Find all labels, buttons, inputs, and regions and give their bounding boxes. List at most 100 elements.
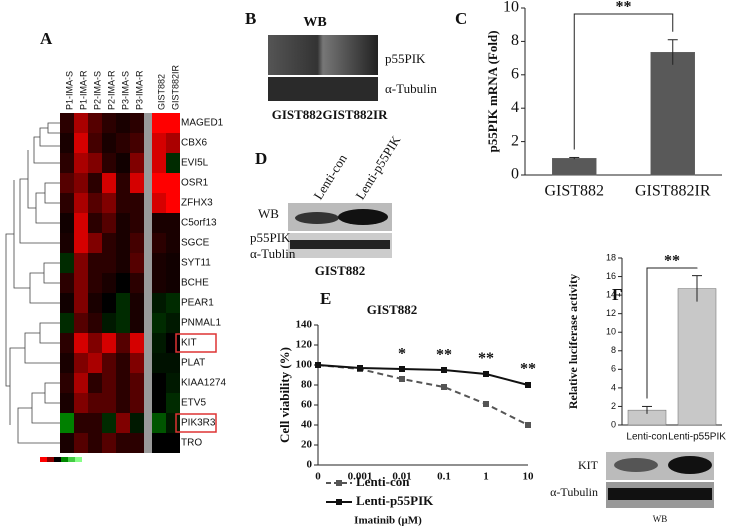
heatmap-cell xyxy=(60,113,74,133)
panel-letter: E xyxy=(320,289,331,308)
heatmap-cell xyxy=(166,193,180,213)
highlight-box xyxy=(175,413,217,433)
legend-label: Lenti-con xyxy=(356,474,410,489)
row-label: ETV5 xyxy=(181,398,206,409)
heatmap-cell xyxy=(74,233,88,253)
heatmap-cell xyxy=(152,393,166,413)
x-tick-label: 10 xyxy=(523,471,535,483)
row-label: PEAR1 xyxy=(181,298,214,309)
heatmap-cell xyxy=(74,113,88,133)
heatmap-cell xyxy=(166,313,180,333)
heatmap-cell xyxy=(88,133,102,153)
heatmap-cell xyxy=(102,173,116,193)
band-label: α-Tubulin xyxy=(385,81,437,96)
y-tick-label: 140 xyxy=(296,319,313,331)
column-label: P1-IMA-R xyxy=(78,70,88,110)
heatmap-cell xyxy=(88,333,102,353)
heatmap-cell xyxy=(74,273,88,293)
heatmap-cell xyxy=(166,373,180,393)
y-tick-label: 12 xyxy=(606,308,616,318)
heatmap-cell xyxy=(130,313,144,333)
heatmap-cell xyxy=(102,193,116,213)
heatmap-cell xyxy=(60,333,74,353)
heatmap-cell xyxy=(60,193,74,213)
row-label: BCHE xyxy=(181,278,209,289)
heatmap-cell xyxy=(88,113,102,133)
heatmap-cell xyxy=(130,293,144,313)
y-tick-label: 8 xyxy=(511,32,519,49)
color-scale xyxy=(40,457,82,462)
heatmap-cell xyxy=(60,233,74,253)
heatmap-cell xyxy=(116,113,130,133)
heatmap-cell xyxy=(60,433,74,453)
heatmap-cell xyxy=(166,433,180,453)
row-label: PLAT xyxy=(181,358,205,369)
heatmap-cell xyxy=(130,333,144,353)
column-label: P3-IMA-S xyxy=(120,71,130,110)
heatmap-cell xyxy=(60,293,74,313)
y-tick-label: 6 xyxy=(511,65,519,82)
heatmap-cell xyxy=(88,293,102,313)
heatmap-cell xyxy=(130,253,144,273)
heatmap-cell xyxy=(116,153,130,173)
heatmap-cell xyxy=(116,393,130,413)
heatmap-cell xyxy=(130,273,144,293)
heatmap-cell xyxy=(116,273,130,293)
heatmap-cell xyxy=(116,433,130,453)
y-tick-label: 18 xyxy=(606,252,616,262)
marker xyxy=(483,371,489,377)
x-tick-label: 1 xyxy=(483,471,489,483)
heatmap-cell xyxy=(102,333,116,353)
panel-letter: B xyxy=(245,9,256,28)
heatmap-cell xyxy=(116,353,130,373)
heatmap-cell xyxy=(166,153,180,173)
panel-letter: A xyxy=(40,29,53,48)
y-tick-label: 10 xyxy=(606,327,616,337)
marker xyxy=(525,382,531,388)
heatmap-cell xyxy=(60,313,74,333)
marker xyxy=(483,401,489,407)
row-label: CBX6 xyxy=(181,138,208,149)
heatmap-cell xyxy=(74,393,88,413)
heatmap-cell xyxy=(74,353,88,373)
y-tick-label: 16 xyxy=(606,271,616,281)
heatmap-cell xyxy=(88,213,102,233)
bar xyxy=(552,158,597,176)
column-label: P3-IMA-R xyxy=(134,70,144,110)
heatmap-cell xyxy=(152,413,166,433)
significance-bracket xyxy=(646,267,698,399)
y-tick-label: 8 xyxy=(611,345,616,355)
heatmap-cell xyxy=(88,193,102,213)
heatmap-cell xyxy=(102,433,116,453)
method-label: WB xyxy=(653,514,668,524)
y-tick-label: 120 xyxy=(296,339,313,351)
x-tick-label: GIST882IR xyxy=(635,183,711,200)
marker xyxy=(525,422,531,428)
heatmap-cell xyxy=(130,173,144,193)
heatmap-cell xyxy=(166,333,180,353)
y-tick-label: 80 xyxy=(301,379,313,391)
heatmap-cell xyxy=(130,353,144,373)
heatmap-cell xyxy=(166,133,180,153)
x-tick-label: Lenti-p55PIK xyxy=(668,432,726,443)
heatmap-cell xyxy=(88,313,102,333)
heatmap-cell xyxy=(102,133,116,153)
heatmap-cell xyxy=(130,113,144,133)
column-label: P2-IMA-S xyxy=(92,71,102,110)
blot-f xyxy=(606,452,714,508)
y-axis-label: Relative luciferase activity xyxy=(566,274,580,409)
heatmap-cell xyxy=(152,353,166,373)
heatmap-cell xyxy=(116,373,130,393)
band-label: p55PIK xyxy=(250,230,291,245)
x-tick-label: 0.1 xyxy=(437,471,451,483)
heatmap-cell xyxy=(74,313,88,333)
heatmap-cell xyxy=(116,233,130,253)
row-label: MAGED1 xyxy=(181,118,224,129)
heatmap-cell xyxy=(102,313,116,333)
row-label: EVI5L xyxy=(181,158,209,169)
y-tick-label: 2 xyxy=(511,132,519,149)
heatmap-cell xyxy=(88,233,102,253)
heatmap-cell xyxy=(152,233,166,253)
heatmap-cell xyxy=(60,393,74,413)
panel-letter: D xyxy=(255,149,267,168)
